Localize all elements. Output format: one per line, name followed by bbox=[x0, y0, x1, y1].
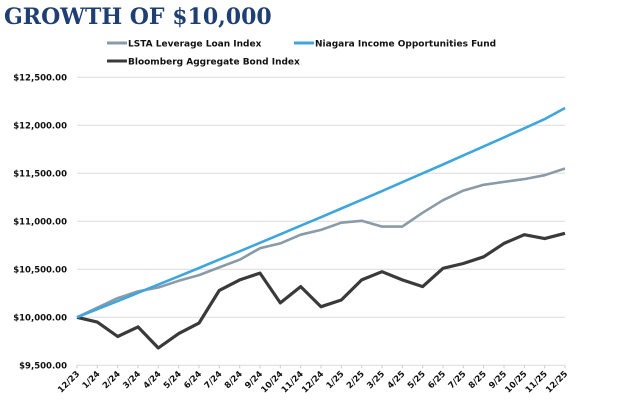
y-tick-label: $12,000.00 bbox=[13, 121, 67, 131]
x-tick-label: 12/24 bbox=[300, 369, 326, 395]
x-tick-label: 6/25 bbox=[426, 369, 448, 391]
x-tick-label: 5/25 bbox=[406, 369, 428, 391]
y-tick-label: $10,500.00 bbox=[13, 265, 67, 275]
x-tick-label: 8/24 bbox=[223, 369, 245, 391]
y-tick-label: $10,000.00 bbox=[13, 313, 67, 323]
x-tick-label: 1/25 bbox=[325, 369, 347, 391]
x-tick-label: 12/25 bbox=[544, 369, 570, 395]
legend-label: Niagara Income Opportunities Fund bbox=[315, 40, 496, 50]
x-tick-label: 2/24 bbox=[101, 369, 123, 391]
chart-title: GROWTH OF $10,000 bbox=[4, 4, 272, 30]
x-tick-label: 12/23 bbox=[56, 369, 82, 395]
y-tick-label: $11,000.00 bbox=[13, 217, 67, 227]
x-tick-label: 4/24 bbox=[142, 369, 164, 391]
x-tick-label: 7/25 bbox=[447, 369, 469, 391]
y-tick-label: $9,500.00 bbox=[19, 361, 67, 371]
x-tick-label: 5/24 bbox=[162, 369, 184, 391]
x-tick-label: 3/24 bbox=[121, 369, 143, 391]
x-tick-label: 3/25 bbox=[365, 369, 387, 391]
series-line-2 bbox=[76, 231, 566, 350]
x-tick-label: 7/24 bbox=[203, 369, 225, 391]
y-tick-label: $11,500.00 bbox=[13, 169, 67, 179]
series-line-0 bbox=[76, 167, 566, 319]
x-tick-label: 4/25 bbox=[386, 369, 408, 391]
x-tick-label: 1/24 bbox=[81, 369, 103, 391]
series-line-1 bbox=[76, 106, 566, 319]
x-tick-label: 8/25 bbox=[467, 369, 489, 391]
y-tick-label: $12,500.00 bbox=[13, 73, 67, 83]
x-tick-label: 2/25 bbox=[345, 369, 367, 391]
legend-label: Bloomberg Aggregate Bond Index bbox=[128, 58, 300, 68]
legend-label: LSTA Leverage Loan Index bbox=[128, 40, 262, 50]
x-tick-label: 6/24 bbox=[182, 369, 204, 391]
